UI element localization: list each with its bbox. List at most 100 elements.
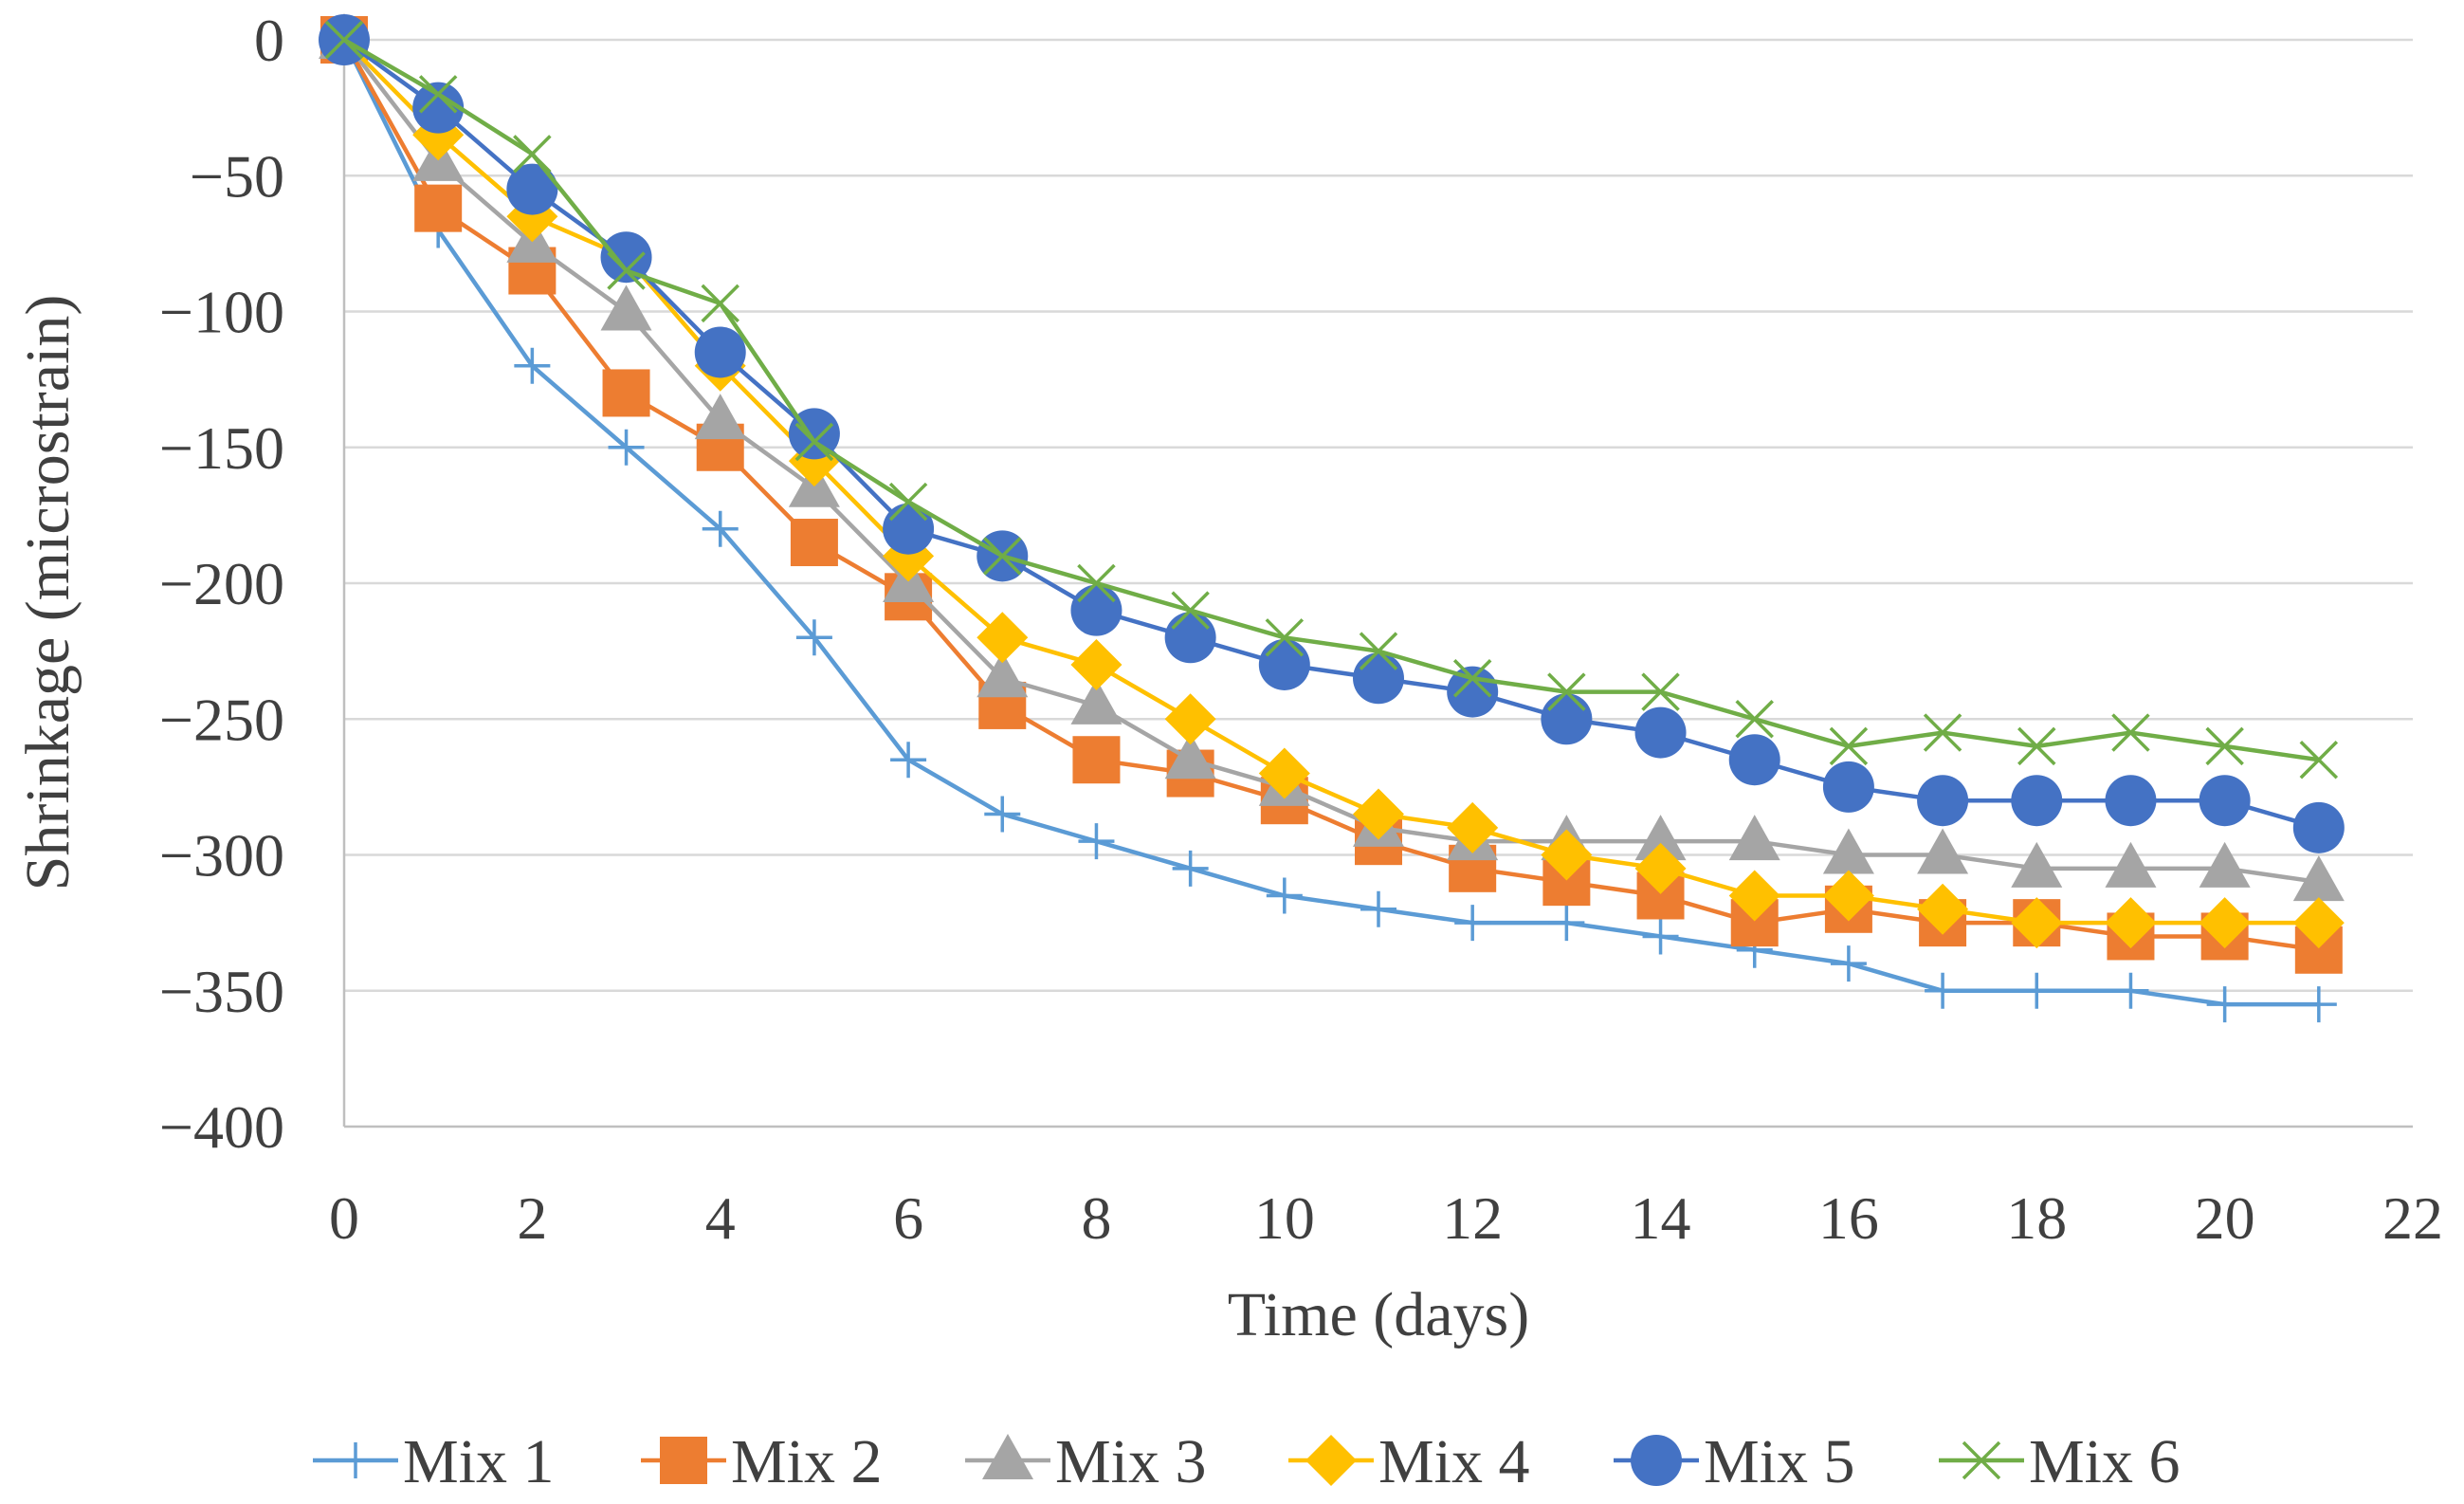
data-point — [1548, 905, 1585, 942]
data-point — [1353, 788, 1404, 840]
data-point — [1917, 775, 1969, 827]
data-point — [702, 510, 739, 547]
x-tick-label: 10 — [1254, 1184, 1315, 1252]
data-point — [2017, 726, 2056, 766]
y-axis-title: Shrinkage (microstrain) — [13, 295, 82, 891]
y-tick-label: −300 — [159, 822, 284, 890]
data-point — [1728, 815, 1780, 861]
data-point — [2292, 801, 2345, 853]
data-point — [514, 347, 551, 384]
data-point — [1360, 890, 1396, 927]
data-point — [1266, 877, 1303, 914]
data-point — [600, 284, 652, 331]
legend-marker — [338, 1442, 374, 1478]
legend-label: Mix 6 — [2029, 1427, 2181, 1496]
series-line — [341, 37, 2322, 953]
data-point — [1164, 693, 1216, 745]
x-tick-label: 20 — [2195, 1184, 2255, 1252]
data-point — [1641, 672, 1680, 711]
data-point — [324, 20, 364, 60]
data-point — [1072, 736, 1121, 784]
data-point — [1634, 842, 1687, 894]
legend-marker — [1631, 1435, 1682, 1486]
legend-item: Mix 6 — [1939, 1427, 2181, 1496]
data-point — [607, 251, 646, 290]
legend-item: Mix 4 — [1288, 1427, 1530, 1496]
data-point — [1728, 734, 1780, 786]
data-point — [1822, 761, 1874, 813]
x-tick-label: 18 — [2006, 1184, 2067, 1252]
data-point — [1917, 883, 1969, 935]
data-point — [1164, 612, 1216, 664]
data-point — [2105, 841, 2157, 888]
data-point — [1164, 733, 1216, 780]
legend-marker — [1305, 1435, 1357, 1486]
data-point — [1353, 652, 1404, 705]
x-tick-label: 4 — [705, 1184, 736, 1252]
y-tick-label: −250 — [159, 686, 284, 753]
x-tick-label: 6 — [893, 1184, 923, 1252]
data-point — [2199, 841, 2251, 888]
data-point — [2299, 740, 2339, 780]
data-point — [1447, 801, 1499, 853]
x-tick-label: 0 — [329, 1184, 359, 1252]
x-axis-title: Time (days) — [1228, 1280, 1529, 1349]
y-tick-label: −100 — [159, 279, 284, 346]
series-mix-2 — [320, 16, 2343, 974]
data-point — [701, 284, 739, 323]
x-tick-label: 2 — [517, 1184, 547, 1252]
data-point — [506, 163, 558, 215]
data-point — [2018, 972, 2055, 1009]
data-point — [976, 651, 1029, 698]
legend-item: Mix 1 — [313, 1427, 555, 1496]
y-tick-label: −150 — [159, 414, 284, 482]
data-point — [513, 135, 552, 174]
data-series — [319, 13, 2345, 1023]
data-point — [1925, 972, 1962, 1009]
y-tick-label: −50 — [190, 142, 284, 210]
legend-marker — [660, 1437, 707, 1484]
data-point — [1822, 828, 1874, 874]
legend-item: Mix 3 — [965, 1427, 1207, 1496]
data-point — [1078, 823, 1115, 860]
data-point — [694, 326, 746, 378]
x-tick-label: 14 — [1631, 1184, 1691, 1252]
legend: Mix 1 Mix 2 Mix 3 Mix 4 Mix 5 Mix 6 — [313, 1427, 2181, 1496]
y-tick-label: −400 — [159, 1093, 284, 1161]
data-point — [795, 619, 832, 656]
data-point — [2112, 972, 2149, 1009]
data-point — [1454, 905, 1491, 942]
data-point — [600, 231, 652, 284]
data-point — [976, 612, 1029, 664]
data-point — [1728, 870, 1780, 922]
data-point — [890, 742, 927, 779]
series-mix-5 — [319, 14, 2345, 853]
data-point — [1735, 700, 1774, 739]
data-point — [790, 519, 838, 567]
legend-label: Mix 1 — [403, 1427, 555, 1496]
gridlines — [344, 38, 2413, 992]
data-point — [412, 82, 465, 134]
series-mix-3 — [319, 13, 2345, 902]
data-point — [1829, 726, 1869, 766]
legend-label: Mix 3 — [1055, 1427, 1207, 1496]
data-point — [1923, 713, 1962, 752]
data-point — [1265, 618, 1305, 657]
series-mix-6 — [324, 20, 2339, 780]
legend-label: Mix 2 — [731, 1427, 883, 1496]
data-point — [418, 75, 458, 114]
data-point — [2199, 775, 2251, 827]
data-point — [1070, 678, 1122, 724]
data-point — [694, 394, 746, 440]
legend-item: Mix 2 — [641, 1427, 883, 1496]
data-point — [2199, 897, 2251, 949]
legend-label: Mix 4 — [1378, 1427, 1530, 1496]
data-point — [2292, 897, 2345, 949]
legend-label: Mix 5 — [1704, 1427, 1855, 1496]
data-point — [1634, 815, 1687, 861]
series-line — [341, 37, 2322, 831]
data-point — [1171, 591, 1210, 630]
data-point — [608, 429, 645, 466]
data-point — [1822, 870, 1874, 922]
